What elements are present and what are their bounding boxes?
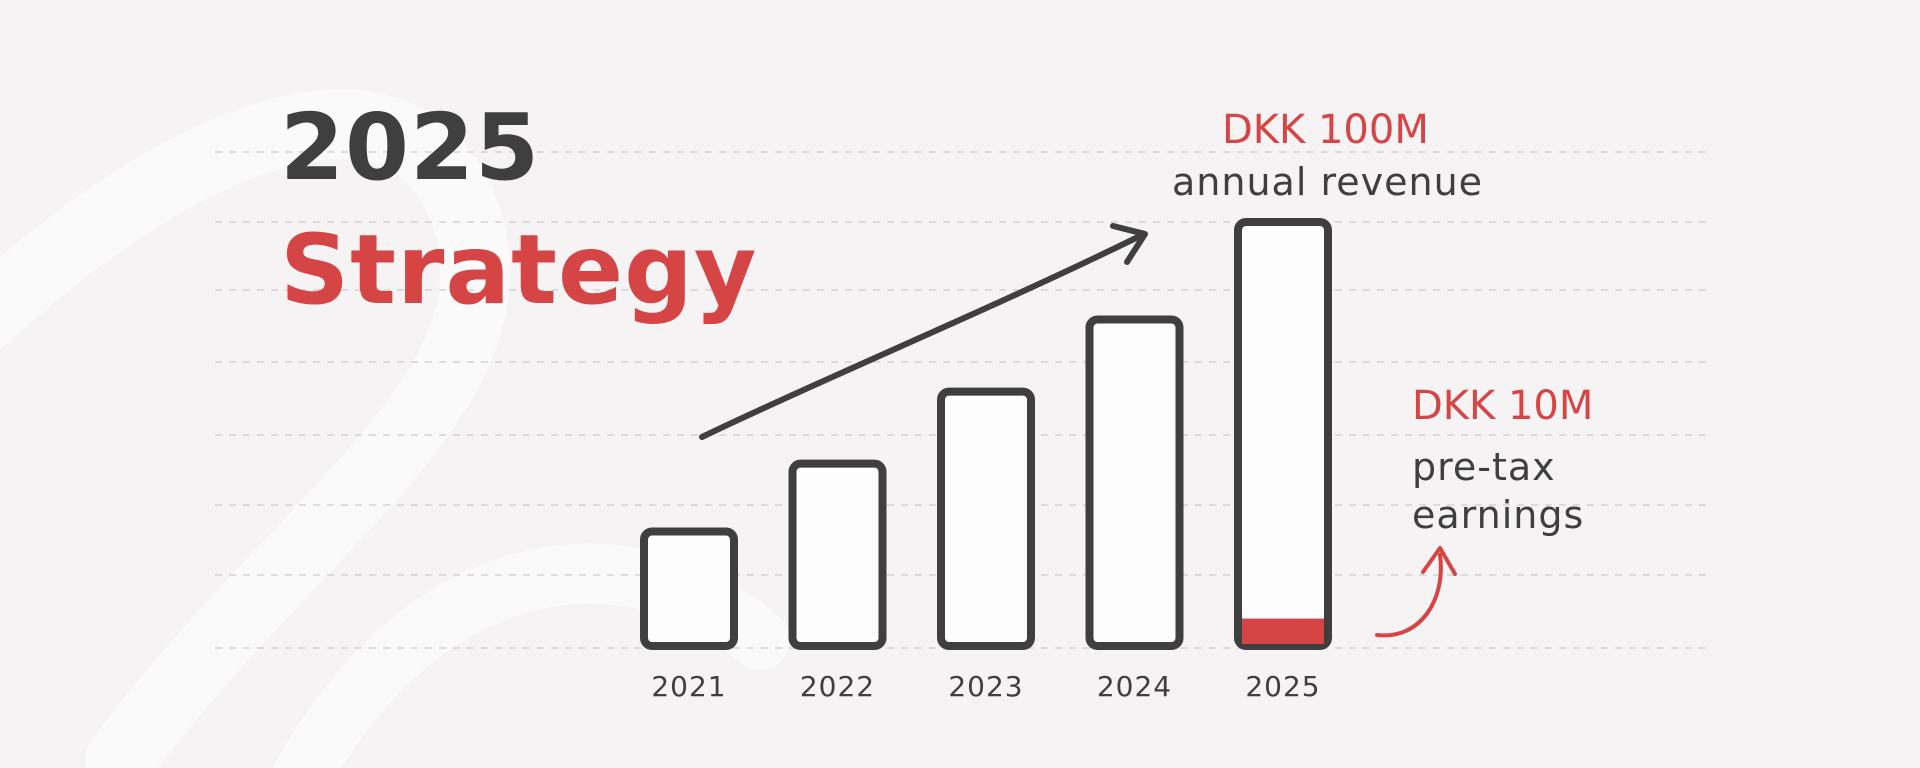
bar-2024 [1085,315,1184,650]
tick-label-2023: 2023 [948,670,1023,703]
earnings-amount: DKK 10M [1412,383,1594,429]
callout-line [1375,553,1443,638]
tick-label-2022: 2022 [800,670,875,703]
background-swoosh [0,89,510,768]
trend-line [699,233,1143,440]
bars [640,218,1332,651]
trend-arrowhead [1110,223,1148,265]
bar-2023 [937,387,1035,650]
revenue-amount: DKK 100M [1222,107,1429,153]
bar-2025 [1234,218,1332,650]
x-axis-ticks: 2021 2022 2023 2024 2025 [651,670,1320,703]
title-year: 2025 [280,94,541,201]
earnings-callout-arrow [1375,546,1457,638]
earnings-segment [1242,618,1324,644]
title-word: Strategy [280,214,758,326]
tick-label-2025: 2025 [1245,670,1320,703]
callout-arrowhead [1421,546,1457,576]
bar-2021 [640,527,738,651]
trend-arrow [699,223,1148,440]
revenue-label: annual revenue [1172,160,1484,204]
tick-label-2024: 2024 [1097,670,1172,703]
tick-label-2021: 2021 [651,670,726,703]
earnings-label: pre-tax earnings [1412,445,1585,537]
bar-2022 [788,459,887,650]
